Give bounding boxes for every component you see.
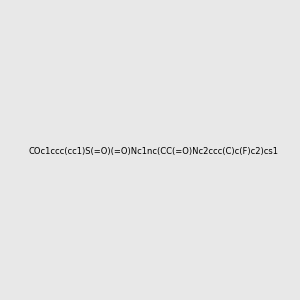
Text: COc1ccc(cc1)S(=O)(=O)Nc1nc(CC(=O)Nc2ccc(C)c(F)c2)cs1: COc1ccc(cc1)S(=O)(=O)Nc1nc(CC(=O)Nc2ccc(… <box>29 147 279 156</box>
